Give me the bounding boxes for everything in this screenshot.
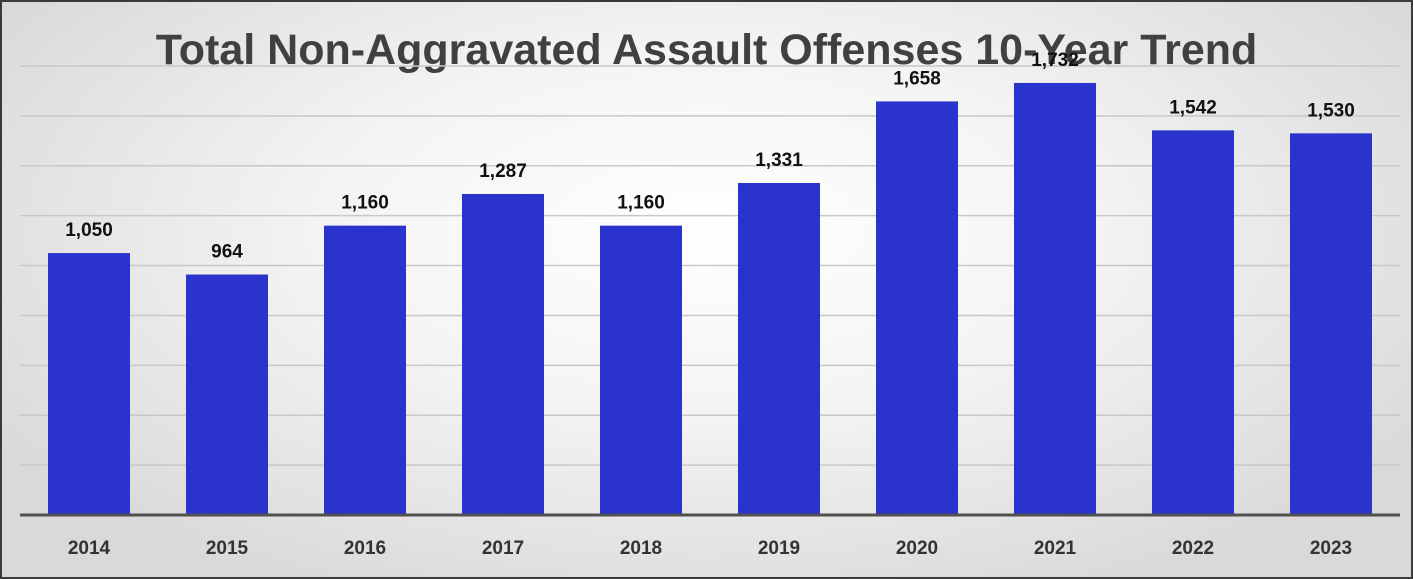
x-tick-2015: 2015: [206, 538, 249, 559]
x-tick-labels: 2014 2015 2016 2017 2018 2019 2020 2021 2022 2023: [68, 538, 1352, 559]
x-tick-2021: 2021: [1034, 538, 1077, 559]
x-tick-2018: 2018: [620, 538, 662, 559]
bar-2021: [1014, 82, 1096, 515]
x-tick-2016: 2016: [344, 538, 386, 559]
data-label-2021: 1,732: [1031, 50, 1079, 71]
data-label-2018: 1,160: [617, 193, 665, 214]
bar-2020: [876, 101, 958, 515]
data-label-2023: 1,530: [1307, 100, 1355, 121]
bar-2016: [324, 225, 406, 515]
data-label-2017: 1,287: [479, 161, 527, 182]
data-label-2015: 964: [211, 242, 243, 263]
data-label-2016: 1,160: [341, 193, 389, 214]
data-label-2020: 1,658: [893, 68, 941, 89]
bar-2019: [738, 182, 820, 515]
x-tick-2019: 2019: [758, 538, 800, 559]
x-tick-2022: 2022: [1172, 538, 1214, 559]
data-label-2019: 1,331: [755, 150, 803, 171]
x-tick-2014: 2014: [68, 538, 111, 559]
bar-2017: [462, 193, 544, 515]
bar-2022: [1152, 130, 1234, 515]
data-label-2022: 1,542: [1169, 97, 1217, 118]
x-tick-2023: 2023: [1310, 538, 1352, 559]
bars: [48, 82, 1372, 516]
bar-2014: [48, 253, 130, 516]
bar-2015: [186, 274, 268, 515]
x-tick-2020: 2020: [896, 538, 938, 559]
x-tick-2017: 2017: [482, 538, 524, 559]
bar-2018: [600, 225, 682, 515]
bar-2023: [1290, 133, 1372, 515]
data-label-2014: 1,050: [65, 220, 113, 241]
data-labels: 1,050 964 1,160 1,287 1,160 1,331 1,658 1,732 1,…: [65, 50, 1355, 263]
